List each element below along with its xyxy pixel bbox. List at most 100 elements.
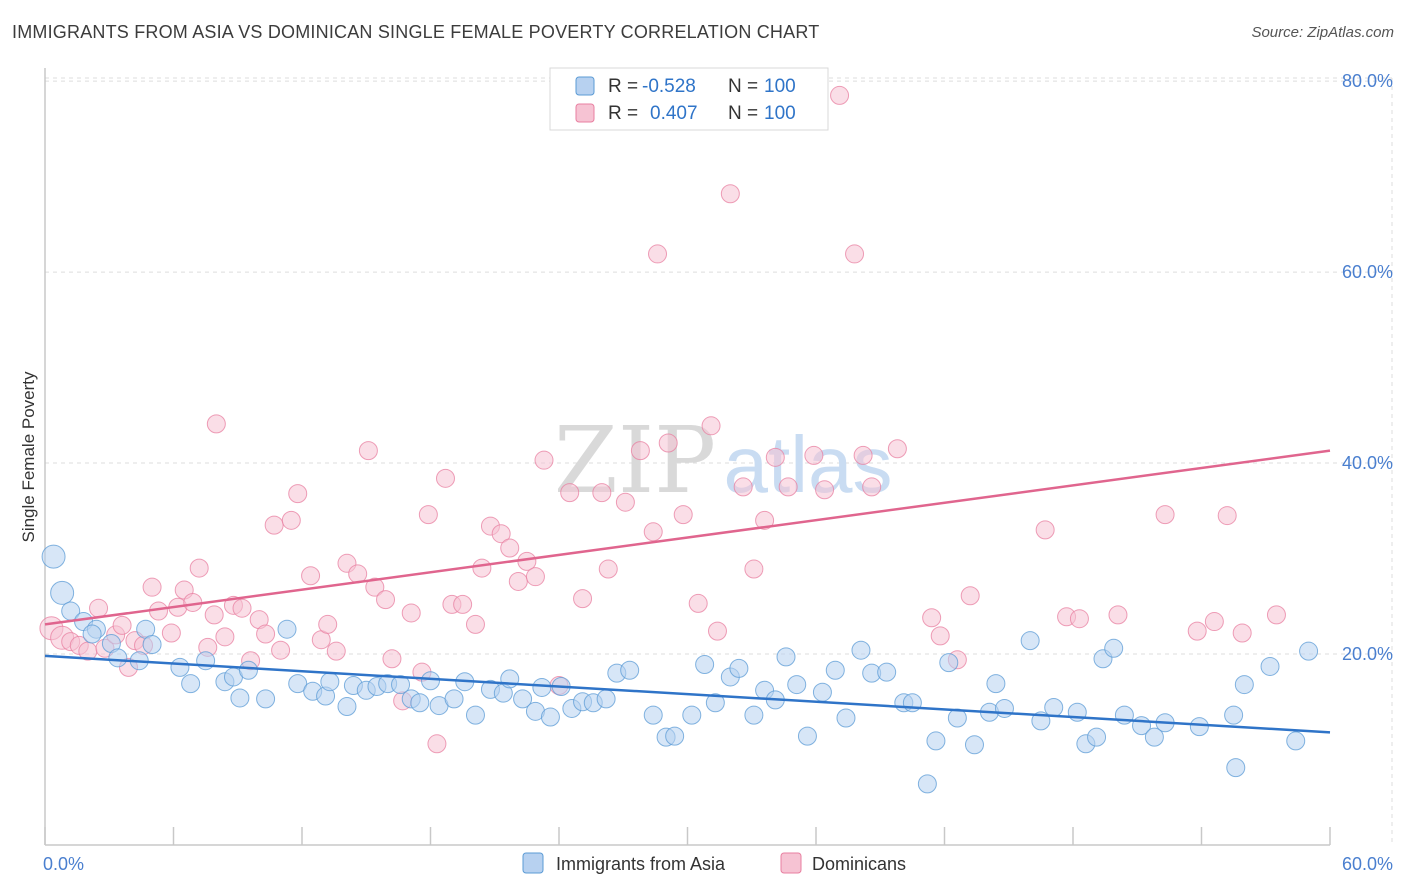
dominicans-point [815, 480, 835, 500]
stats-legend-swatch-blue [575, 76, 595, 96]
dominicans-point [960, 586, 980, 606]
asia-point [620, 660, 640, 680]
dominicans-point [500, 538, 520, 558]
dominicans-point [376, 590, 396, 610]
dominicans-point [232, 598, 252, 618]
legend-label-dominicans: Dominicans [812, 854, 906, 874]
asia-point [277, 619, 297, 639]
asia-point [256, 689, 276, 709]
asia-point [1020, 631, 1040, 651]
stats-legend-swatch-pink [575, 103, 595, 123]
asia-point [444, 689, 464, 709]
asia-point [1286, 731, 1306, 751]
dominicans-point [1108, 605, 1128, 625]
asia-point [540, 707, 560, 727]
legend-swatch-dominicans [780, 852, 802, 874]
dominicans-point [887, 439, 907, 459]
asia-trendline [44, 654, 1331, 734]
dominicans-point [281, 510, 301, 530]
dominicans-point [206, 414, 226, 434]
asia-point [851, 640, 871, 660]
dominicans-trendline [44, 449, 1331, 626]
dominicans-point [142, 577, 162, 597]
dominicans-point [382, 649, 402, 669]
source-label: Source: ZipAtlas.com [1251, 24, 1394, 41]
asia-point [1044, 697, 1064, 717]
asia-point [513, 689, 533, 709]
dominicans-point [161, 623, 181, 643]
dominicans-point [720, 184, 740, 204]
dominicans-point [765, 447, 785, 467]
asia-point [1234, 675, 1254, 695]
dominicans-point [204, 605, 224, 625]
dominicans-point [922, 608, 942, 628]
dominicans-point [534, 450, 554, 470]
dominicans-point [701, 416, 721, 436]
dominicans-point [318, 614, 338, 634]
asia-point [1189, 717, 1209, 737]
asia-point [964, 735, 984, 755]
asia-point [1224, 705, 1244, 725]
dominicans-point [744, 559, 764, 579]
dominicans-point [673, 505, 693, 525]
dominicans-point [472, 558, 492, 578]
asia-point [917, 774, 937, 794]
trendlines [44, 449, 1331, 734]
asia-point [1144, 727, 1164, 747]
dominicans-points [39, 85, 1286, 754]
asia-point [1226, 758, 1246, 778]
y-axis-label: Single Female Poverty [19, 371, 38, 543]
asia-point [532, 677, 552, 697]
dominicans-point [465, 614, 485, 634]
asia-point [108, 648, 128, 668]
dominicans-point [630, 441, 650, 461]
dominicans-point [1204, 612, 1224, 632]
asia-point [391, 675, 411, 695]
dominicans-point [418, 505, 438, 525]
dominicans-point [615, 492, 635, 512]
asia-point [1104, 638, 1124, 658]
asia-point [230, 688, 250, 708]
dominicans-point [862, 477, 882, 497]
legend-swatch-asia [522, 852, 544, 874]
asia-point [643, 705, 663, 725]
dominicans-point [1232, 623, 1252, 643]
dominicans-point [707, 621, 727, 641]
dominicans-point [189, 558, 209, 578]
asia-point [705, 693, 725, 713]
dominicans-point [264, 515, 284, 535]
asia-point [337, 697, 357, 717]
asia-point [926, 731, 946, 751]
dominicans-point [435, 468, 455, 488]
dominicans-point [491, 524, 511, 544]
asia-point [465, 705, 485, 725]
dominicans-point [1155, 505, 1175, 525]
asia-point [825, 660, 845, 680]
dominicans-point [658, 433, 678, 453]
asia-point [877, 662, 897, 682]
tick-labels: 20.0% 40.0% 60.0% 80.0% 0.0% 60.0% [43, 71, 1393, 874]
dominicans-point [358, 441, 378, 461]
asia-point [776, 647, 796, 667]
x-tick-label: 0.0% [43, 854, 84, 874]
dominicans-point [648, 244, 668, 264]
stats-r-value-pink: 0.407 [650, 103, 698, 124]
asia-point [695, 655, 715, 675]
asia-point [410, 693, 430, 713]
y-tick-label: 40.0% [1342, 453, 1393, 473]
dominicans-point [592, 483, 612, 503]
chart-title: IMMIGRANTS FROM ASIA VS DOMINICAN SINGLE… [12, 22, 820, 42]
asia-point [238, 660, 258, 680]
dominicans-point [1187, 621, 1207, 641]
dominicans-point [755, 510, 775, 530]
asia-point [421, 671, 440, 691]
asia-point [812, 682, 832, 702]
dominicans-point [326, 641, 346, 661]
asia-point [986, 674, 1006, 694]
gridlines [45, 77, 1393, 845]
dominicans-point [1035, 520, 1055, 540]
dominicans-point [643, 522, 663, 542]
axes [44, 68, 1331, 846]
asia-point [596, 689, 616, 709]
